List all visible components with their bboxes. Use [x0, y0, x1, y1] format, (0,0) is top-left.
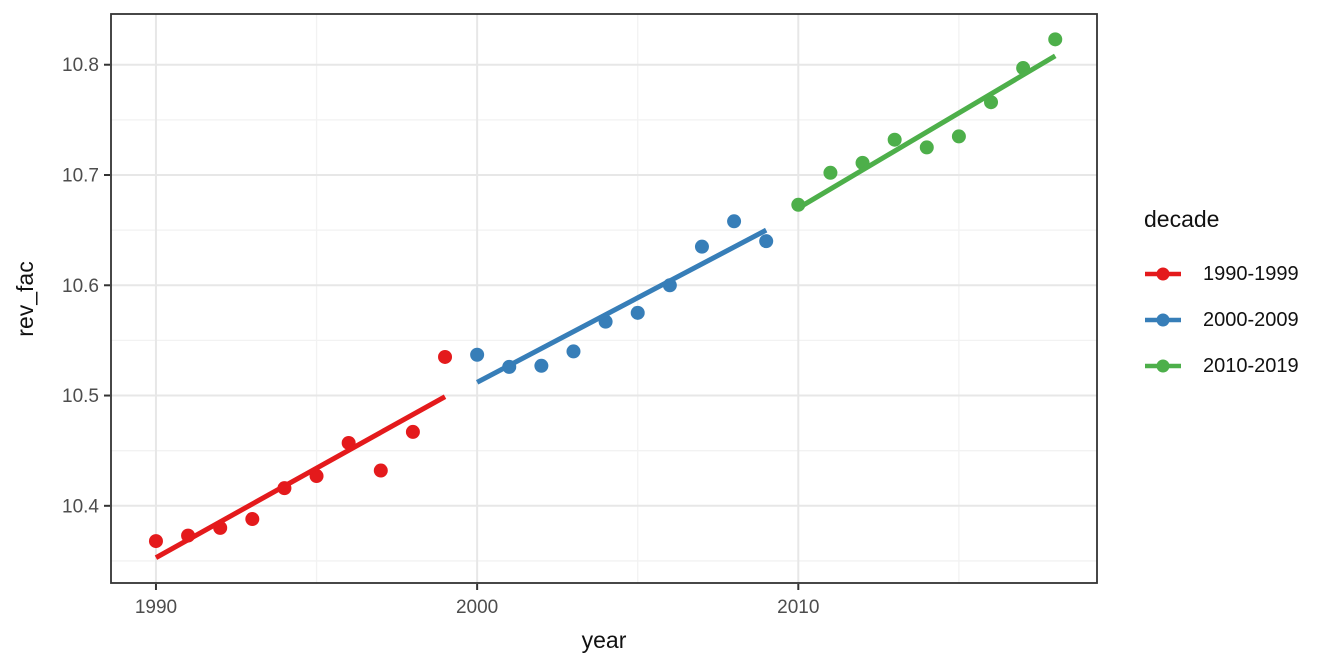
data-point-2010-2019 — [951, 129, 966, 144]
x-tick-label: 2010 — [777, 597, 819, 618]
data-point-2000-2009 — [694, 239, 709, 254]
y-tick-label: 10.7 — [62, 165, 99, 186]
legend: decade 1990-1999 2000-2009 2010-2019 — [1144, 206, 1299, 402]
y-tick-label: 10.5 — [62, 386, 99, 407]
legend-key-line-dot-icon — [1145, 313, 1181, 327]
y-tick-label: 10.4 — [62, 496, 99, 517]
data-point-2010-2019 — [823, 165, 838, 180]
data-point-2000-2009 — [534, 358, 549, 373]
legend-items: 1990-1999 2000-2009 2010-2019 — [1144, 262, 1299, 377]
panel-background — [111, 14, 1097, 583]
legend-key-line-dot-icon — [1145, 359, 1181, 373]
data-point-1990-1999 — [148, 534, 163, 549]
data-point-2000-2009 — [727, 214, 742, 229]
legend-key-dot — [1156, 267, 1170, 281]
legend-key-dot — [1156, 313, 1170, 327]
data-point-1990-1999 — [373, 463, 388, 478]
legend-key-line-dot-icon — [1145, 267, 1181, 281]
legend-title: decade — [1144, 206, 1220, 232]
legend-item-label: 1990-1999 — [1203, 262, 1299, 285]
data-point-1990-1999 — [405, 424, 420, 439]
y-tick-label: 10.8 — [62, 55, 99, 76]
y-tick-label: 10.6 — [62, 276, 99, 297]
legend-item: 2010-2019 — [1144, 354, 1299, 377]
data-point-2010-2019 — [887, 132, 902, 147]
legend-item: 2000-2009 — [1144, 308, 1299, 331]
data-point-2000-2009 — [566, 344, 581, 359]
data-point-2000-2009 — [630, 305, 645, 320]
legend-item-label: 2010-2019 — [1203, 354, 1299, 377]
panel-border — [110, 13, 1098, 584]
data-point-2010-2019 — [1048, 32, 1063, 47]
legend-item-label: 2000-2009 — [1203, 308, 1299, 331]
data-point-2000-2009 — [759, 234, 774, 249]
legend-item: 1990-1999 — [1144, 262, 1299, 285]
data-point-1990-1999 — [438, 349, 453, 364]
trend-line-1990-1999 — [154, 394, 447, 560]
x-axis-title: year — [581, 627, 627, 653]
data-point-1990-1999 — [245, 512, 260, 527]
x-tick-label: 1990 — [135, 597, 177, 618]
data-point-2010-2019 — [919, 140, 934, 155]
legend-key-dot — [1156, 359, 1170, 373]
x-tick-label: 2000 — [456, 597, 498, 618]
trend-line-2010-2019 — [797, 53, 1057, 211]
trend-line-2000-2009 — [475, 227, 768, 385]
y-axis-title: rev_fac — [12, 261, 38, 337]
data-point-2000-2009 — [470, 347, 485, 362]
